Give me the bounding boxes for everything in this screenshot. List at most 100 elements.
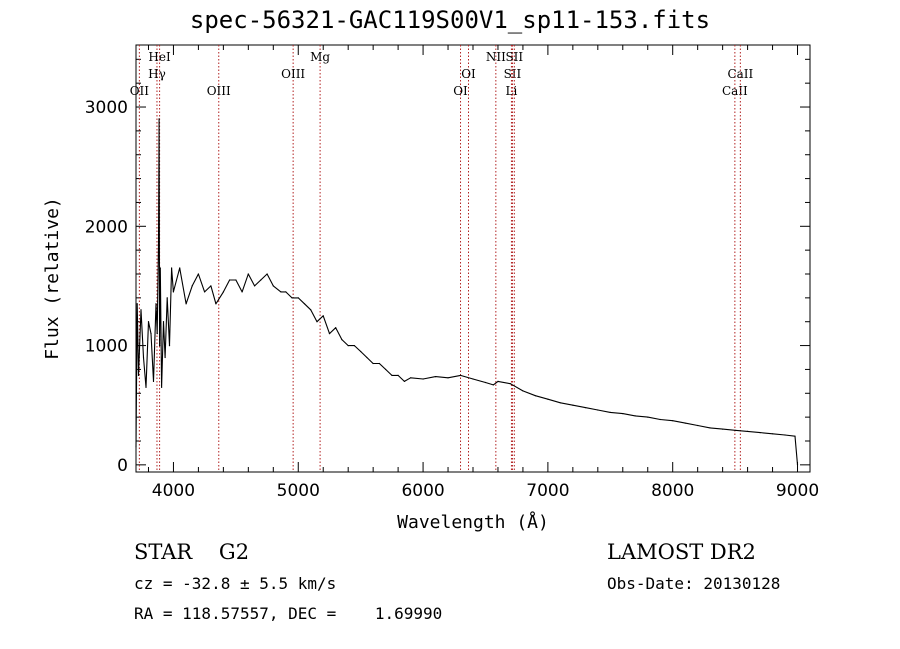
spectrum-point bbox=[347, 345, 349, 347]
spectrum-point bbox=[534, 395, 537, 397]
spectrum-point bbox=[784, 434, 786, 436]
spectrum-point bbox=[747, 430, 749, 432]
spectrum-point bbox=[316, 321, 318, 323]
spectrum-point bbox=[159, 267, 161, 269]
spectrum-point bbox=[385, 368, 387, 370]
spectral-line-label: Li bbox=[506, 84, 518, 98]
spectrum-point bbox=[171, 267, 173, 269]
spectrum-point bbox=[422, 378, 424, 380]
spectrum-point bbox=[497, 380, 499, 382]
spectrum-point bbox=[229, 279, 231, 281]
spectrum-point bbox=[684, 422, 686, 424]
redshift-text: cz = -32.8 ± 5.5 km/s bbox=[134, 574, 337, 593]
spectral-line-label: Mg bbox=[310, 50, 330, 64]
spectrum-point bbox=[155, 303, 157, 305]
x-tick-label: 6000 bbox=[401, 481, 444, 501]
spectrum-point bbox=[137, 374, 140, 376]
survey-name: LAMOST DR2 bbox=[607, 540, 756, 564]
y-tick-label: 1000 bbox=[85, 337, 128, 357]
y-tick-label: 3000 bbox=[85, 98, 128, 118]
spectrum-point bbox=[168, 345, 171, 347]
spectrum-line bbox=[135, 118, 799, 465]
spectrum-point bbox=[734, 429, 736, 431]
spectral-line-label: OII bbox=[130, 84, 150, 98]
spectrum-point bbox=[222, 291, 224, 293]
obs-date: Obs-Date: 20130128 bbox=[607, 574, 781, 593]
spectrum-point bbox=[247, 273, 249, 275]
spectrum-point bbox=[254, 285, 256, 287]
x-tick-label: 4000 bbox=[152, 481, 195, 501]
spectrum-point bbox=[391, 374, 393, 376]
spectrum-point bbox=[659, 418, 661, 421]
spectrum-point bbox=[235, 279, 237, 281]
spectrum-point bbox=[522, 390, 524, 392]
spectrum-point bbox=[328, 333, 331, 335]
spectrum-point bbox=[709, 427, 711, 429]
spectrum-point bbox=[794, 435, 796, 437]
spectrum-point bbox=[266, 273, 268, 275]
spectrum-point bbox=[360, 350, 362, 353]
spectrum-point bbox=[297, 297, 299, 299]
spectrum-point bbox=[142, 356, 145, 359]
spectrum-point bbox=[722, 428, 724, 430]
spectrum-point bbox=[162, 321, 165, 323]
spectrum-point bbox=[435, 376, 437, 378]
spectrum-point bbox=[597, 409, 599, 411]
spectrum-point bbox=[191, 285, 193, 287]
spectrum-point bbox=[759, 432, 761, 434]
spectrum-point bbox=[150, 333, 152, 335]
spectrum-point bbox=[397, 374, 399, 376]
spectral-line-label: SII bbox=[505, 50, 523, 64]
spectrum-point bbox=[157, 243, 160, 245]
spectrum-point bbox=[622, 413, 624, 415]
spectrum-point bbox=[697, 424, 699, 427]
spectrum-point bbox=[135, 446, 137, 448]
object-class: STAR G2 bbox=[134, 540, 250, 564]
spectrum-point bbox=[647, 416, 649, 418]
spectral-line-label: NII bbox=[486, 50, 506, 64]
spectrum-point bbox=[285, 291, 287, 293]
spectrum-point bbox=[372, 362, 374, 365]
spectrum-point bbox=[145, 386, 147, 388]
y-tick-label: 0 bbox=[117, 456, 128, 476]
spectrum-point bbox=[156, 333, 158, 335]
spectrum-point bbox=[459, 374, 462, 376]
spectral-line-label: OI bbox=[461, 67, 476, 81]
spectrum-point bbox=[197, 273, 199, 275]
spectrum-point bbox=[672, 420, 674, 422]
spectrum-point bbox=[272, 285, 274, 287]
spectrum-point bbox=[584, 407, 586, 409]
spectral-line-label: CaII bbox=[727, 67, 753, 81]
spectrum-point bbox=[772, 433, 774, 435]
spectrum-point bbox=[166, 297, 168, 299]
y-axis-label: Flux (relative) bbox=[42, 197, 63, 360]
x-tick-label: 5000 bbox=[277, 481, 320, 501]
x-axis-label: Wavelength (Å) bbox=[397, 511, 549, 533]
x-tick-label: 9000 bbox=[776, 481, 819, 501]
spectral-line-label: OI bbox=[453, 84, 468, 98]
spectrum-point bbox=[335, 327, 337, 329]
spectral-line-label: OIII bbox=[281, 67, 305, 81]
spectrum-point bbox=[796, 464, 799, 466]
spectral-line-label: CaII bbox=[722, 84, 748, 98]
spectrum-point bbox=[353, 345, 355, 347]
y-tick-label: 2000 bbox=[85, 217, 128, 237]
spectrum-point bbox=[484, 381, 487, 384]
spectrum-point bbox=[547, 398, 549, 400]
spectrum-point bbox=[366, 356, 368, 359]
spectrum-point bbox=[447, 377, 449, 379]
spectrum-point bbox=[378, 362, 380, 365]
spectrum-point bbox=[303, 303, 306, 305]
spectrum-point bbox=[609, 411, 611, 413]
spectrum-point bbox=[403, 380, 405, 382]
spectral-line-label: OIII bbox=[207, 84, 231, 98]
spectrum-point bbox=[472, 378, 474, 380]
spectrum-point bbox=[164, 356, 166, 359]
spectrum-point bbox=[185, 303, 187, 305]
spectrum-point bbox=[147, 321, 150, 323]
spectrum-point bbox=[158, 118, 160, 120]
x-tick-label: 7000 bbox=[526, 481, 569, 501]
spectrum-point bbox=[161, 386, 163, 388]
spectrum-point bbox=[280, 291, 282, 293]
